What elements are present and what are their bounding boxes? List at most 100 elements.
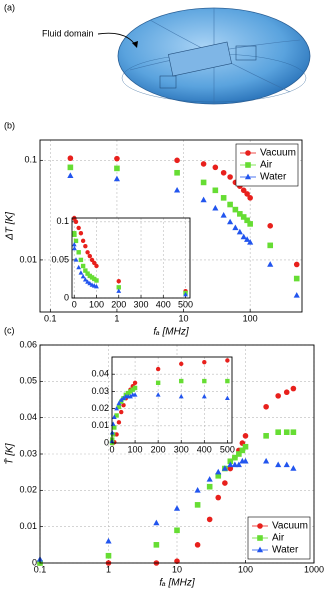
marker (227, 218, 234, 225)
marker (267, 223, 274, 229)
x-tick-label: 100 (238, 564, 253, 574)
x-tick-label: 300 (134, 299, 149, 309)
marker (76, 225, 81, 231)
marker (237, 211, 243, 217)
inset-frame (71, 217, 191, 299)
y-tick-label: 0.05 (19, 376, 37, 386)
marker (202, 378, 207, 384)
x-tick-label: 0 (109, 444, 114, 454)
legend-label: Air (260, 160, 273, 171)
marker (73, 238, 79, 244)
y-tick-label: 0.01 (19, 254, 37, 264)
marker (194, 486, 201, 493)
marker (116, 285, 121, 290)
marker (267, 242, 274, 249)
y-axis-label: ΔT [K] (5, 212, 16, 241)
y-tick-label: 0.02 (91, 403, 109, 413)
marker (67, 172, 74, 178)
marker (105, 537, 112, 544)
y-tick-label: 0 (104, 437, 109, 447)
legend-label: Vacuum (260, 148, 296, 159)
marker (112, 425, 117, 430)
y-tick-label: 0.1 (24, 155, 37, 165)
x-tick-label: 10 (179, 313, 189, 323)
marker (83, 268, 88, 273)
marker (128, 389, 133, 394)
x-tick-label: 500 (178, 299, 193, 309)
marker (240, 214, 247, 220)
electrode (235, 45, 257, 61)
marker (132, 385, 138, 391)
marker (225, 358, 230, 363)
marker (80, 274, 86, 279)
marker (212, 187, 219, 194)
marker (240, 233, 247, 240)
panel-label: (a) (4, 2, 15, 12)
y-axis-label: T̄ [K] (3, 443, 16, 464)
marker (222, 480, 228, 486)
y-tick-label: 0.03 (91, 386, 109, 396)
x-tick-label: 100 (128, 444, 143, 454)
marker (119, 409, 124, 415)
marker (220, 195, 227, 201)
marker (212, 164, 219, 171)
marker (179, 378, 184, 384)
marker (275, 429, 281, 435)
marker (121, 395, 126, 401)
marker (293, 261, 300, 268)
marker (183, 292, 188, 297)
marker (153, 542, 160, 548)
marker (173, 505, 181, 511)
marker (263, 457, 270, 464)
x-tick-label: 400 (156, 299, 171, 309)
marker (132, 380, 138, 385)
panel-label: (b) (4, 120, 15, 130)
legend-marker (257, 535, 263, 541)
legend-label: Water (272, 545, 299, 556)
marker (202, 359, 207, 365)
marker (72, 232, 77, 237)
y-tick-label: 0.04 (19, 412, 37, 422)
marker (283, 461, 290, 468)
marker (153, 519, 160, 526)
marker (206, 476, 213, 482)
marker (105, 552, 112, 559)
marker (290, 385, 297, 392)
marker (94, 283, 99, 289)
marker (155, 366, 161, 372)
marker (87, 273, 93, 279)
marker (293, 292, 300, 298)
marker (85, 250, 90, 255)
marker (87, 253, 93, 259)
marker (200, 161, 207, 167)
marker (78, 257, 84, 263)
marker (71, 242, 77, 247)
marker (201, 393, 207, 399)
marker (174, 186, 181, 193)
marker (212, 204, 219, 211)
plot-area (112, 357, 232, 443)
marker (227, 174, 233, 180)
x-tick-label: 1000 (304, 564, 324, 574)
marker (132, 392, 138, 397)
marker (121, 402, 126, 408)
x-axis-label: fₐ [MHz] (159, 578, 194, 589)
marker (232, 454, 238, 461)
x-tick-label: 0.1 (44, 313, 57, 323)
marker (174, 169, 180, 176)
marker (283, 389, 290, 396)
legend-marker (245, 162, 251, 168)
x-axis-label: fₐ [MHz] (153, 327, 188, 338)
plot-frame (39, 344, 315, 564)
legend-label: Air (272, 533, 285, 544)
marker (242, 443, 249, 450)
marker (87, 280, 93, 286)
marker (114, 165, 120, 172)
marker (290, 465, 297, 471)
legend-label: Vacuum (272, 521, 308, 532)
marker (85, 279, 91, 284)
marker (275, 393, 281, 399)
marker (235, 461, 242, 468)
marker (227, 461, 234, 468)
